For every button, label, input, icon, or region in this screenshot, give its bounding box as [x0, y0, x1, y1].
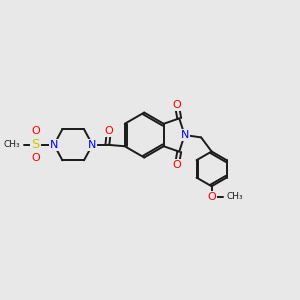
Text: O: O [172, 160, 181, 170]
Text: O: O [31, 126, 40, 136]
Text: O: O [104, 126, 113, 136]
Text: CH₃: CH₃ [4, 140, 20, 149]
Text: O: O [172, 100, 181, 110]
Text: O: O [31, 153, 40, 163]
Text: N: N [88, 140, 97, 150]
Text: N: N [50, 140, 58, 150]
Text: S: S [31, 138, 40, 151]
Text: N: N [180, 130, 189, 140]
Text: CH₃: CH₃ [226, 192, 243, 201]
Text: O: O [207, 192, 216, 202]
